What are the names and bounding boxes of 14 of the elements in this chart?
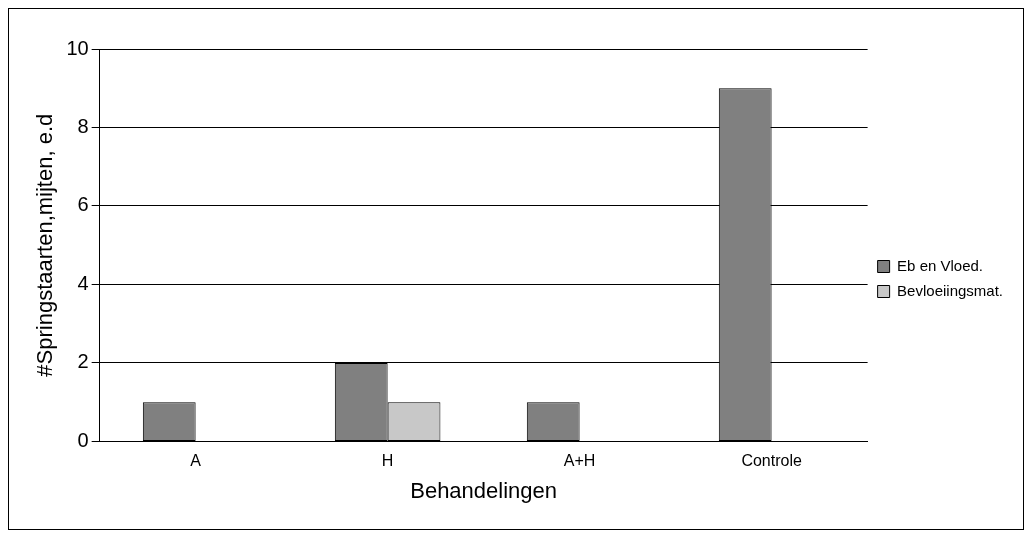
x-tick-label: H bbox=[381, 452, 394, 470]
y-tick-label: 0 bbox=[77, 428, 89, 451]
x-axis-title: Behandelingen bbox=[410, 477, 558, 503]
x-tick-label: Controle bbox=[741, 452, 802, 470]
legend-label: Bevloeiingsmat. bbox=[897, 281, 1003, 299]
legend-label: Eb en Vloed. bbox=[897, 256, 984, 274]
y-axis-title: #Springstaarten,mijten, e.d bbox=[32, 113, 58, 377]
y-tick-label: 8 bbox=[77, 115, 89, 137]
y-tick-label: 2 bbox=[77, 350, 89, 373]
y-tick-label: 10 bbox=[66, 36, 89, 59]
x-tick-label: A bbox=[190, 452, 202, 470]
y-tick-label: 6 bbox=[77, 193, 89, 216]
y-tick-label: 4 bbox=[77, 271, 89, 294]
x-tick-label: A+H bbox=[563, 452, 596, 470]
